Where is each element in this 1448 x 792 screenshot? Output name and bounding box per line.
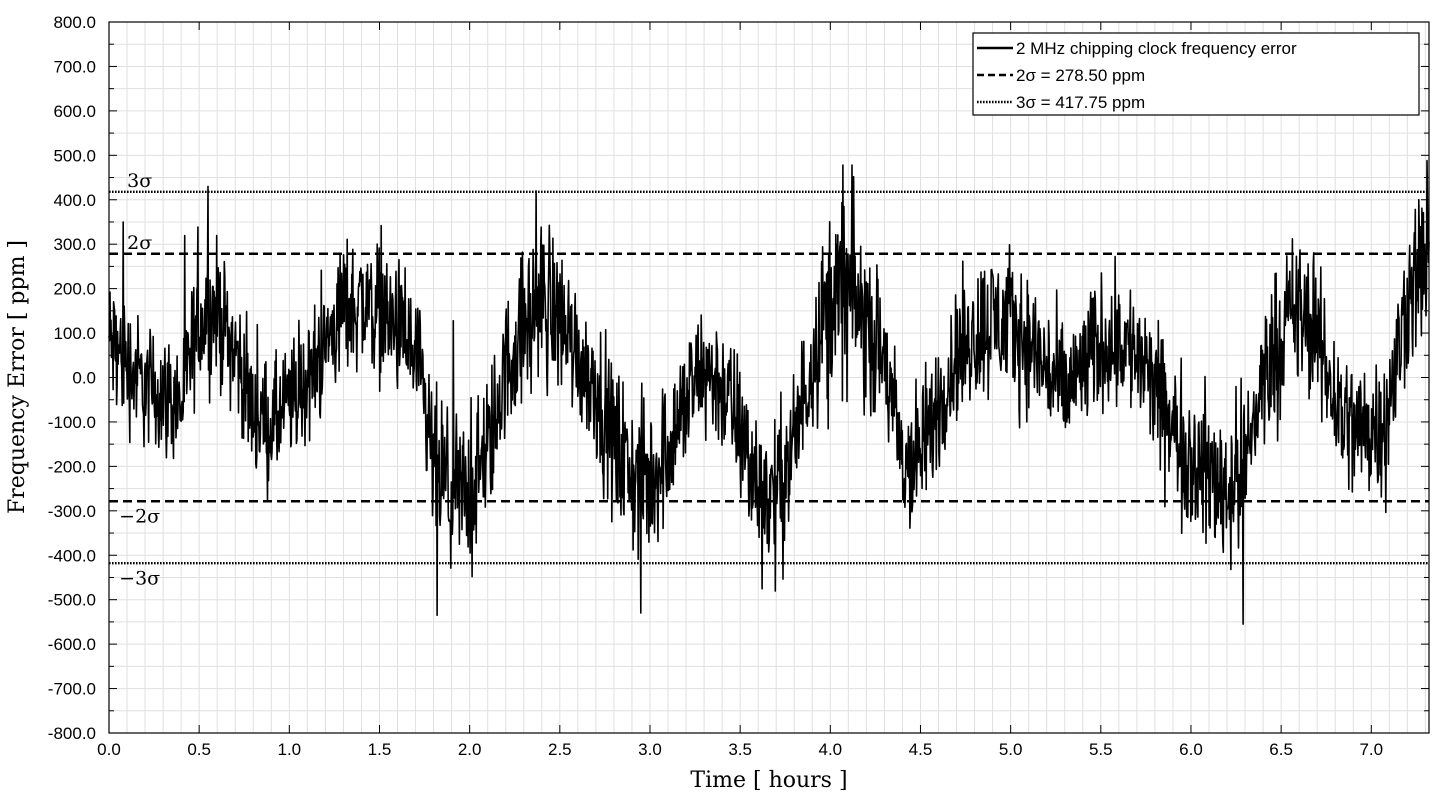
y-tick-label: 100.0	[53, 324, 96, 343]
x-tick-label: 0.0	[97, 740, 121, 759]
y-tick-label: -100.0	[48, 413, 96, 432]
legend: 2 MHz chipping clock frequency error 2σ =…	[972, 32, 1420, 116]
sigma-annotation: −2σ	[119, 505, 160, 527]
y-tick-label: -700.0	[48, 680, 96, 699]
y-tick-label: -200.0	[48, 457, 96, 476]
y-tick-label: -600.0	[48, 635, 96, 654]
x-tick-label: 7.0	[1359, 740, 1383, 759]
y-tick-label: 300.0	[53, 235, 96, 254]
x-tick-label: 4.0	[818, 740, 842, 759]
y-tick-label: -500.0	[48, 591, 96, 610]
x-tick-label: 3.5	[728, 740, 752, 759]
x-tick-label: 0.5	[187, 740, 211, 759]
x-tick-label: 5.5	[1089, 740, 1113, 759]
y-tick-label: 700.0	[53, 57, 96, 76]
y-tick-label: -300.0	[48, 502, 96, 521]
y-axis-label: Frequency Error [ ppm ]	[5, 240, 30, 514]
x-tick-label: 3.0	[638, 740, 662, 759]
x-tick-label: 5.0	[999, 740, 1023, 759]
y-tick-label: 200.0	[53, 280, 96, 299]
x-axis-label: Time [ hours ]	[690, 768, 847, 792]
legend-box	[972, 32, 1420, 116]
y-tick-label: 600.0	[53, 102, 96, 121]
y-tick-label: 800.0	[53, 13, 96, 32]
sigma-annotation: −3σ	[119, 567, 160, 589]
y-tick-label: 0.0	[72, 369, 96, 388]
y-tick-label: -400.0	[48, 546, 96, 565]
x-tick-label: 2.0	[458, 740, 482, 759]
y-tick-label: -800.0	[48, 724, 96, 743]
sigma-annotation: 3σ	[127, 170, 152, 192]
legend-label: 2 MHz chipping clock frequency error	[1016, 39, 1297, 58]
frequency-error-series-line	[108, 159, 1430, 625]
x-tick-label: 2.5	[548, 740, 572, 759]
y-tick-label: 500.0	[53, 146, 96, 165]
y-tick-label: 400.0	[53, 191, 96, 210]
axis-ticks: 0.0 0.5 1.0 1.5 2.0 2.5 3.0 3.5 4.0 4.5 5.0 5.5 6.0 6…	[48, 13, 1429, 759]
legend-label: 3σ = 417.75 ppm	[1016, 93, 1145, 112]
sigma-annotations: 3σ 2σ −2σ −3σ	[119, 170, 160, 590]
x-tick-label: 6.0	[1179, 740, 1203, 759]
x-tick-label: 1.0	[278, 740, 302, 759]
x-tick-label: 6.5	[1269, 740, 1293, 759]
legend-label: 2σ = 278.50 ppm	[1016, 66, 1145, 85]
x-tick-label: 1.5	[368, 740, 392, 759]
sigma-annotation: 2σ	[127, 232, 152, 254]
x-tick-label: 4.5	[909, 740, 933, 759]
